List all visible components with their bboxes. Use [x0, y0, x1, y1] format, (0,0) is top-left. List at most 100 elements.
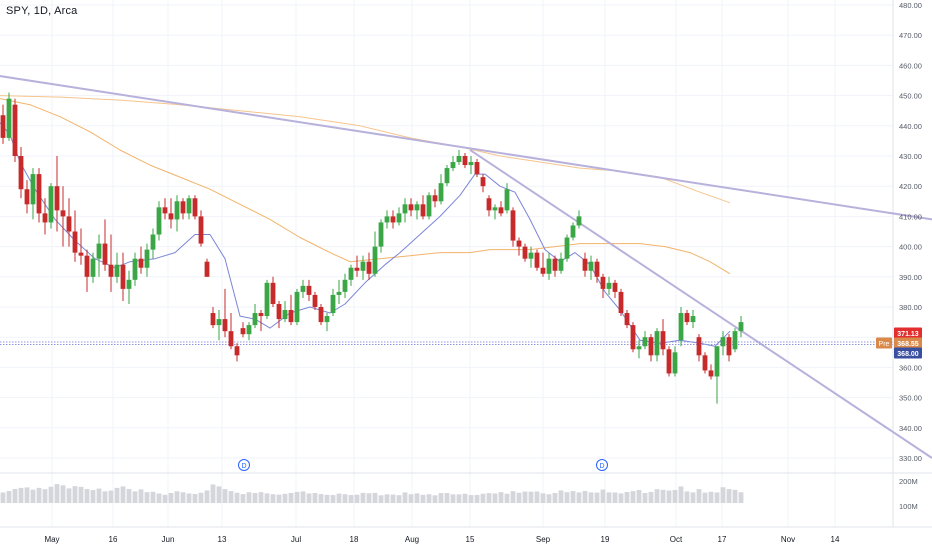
candle-body[interactable] — [516, 240, 522, 247]
candle-body[interactable] — [666, 349, 672, 374]
candle-body[interactable] — [558, 258, 564, 271]
candle-body[interactable] — [546, 258, 552, 274]
trendline[interactable] — [469, 149, 932, 459]
candle-body[interactable] — [672, 352, 678, 374]
candle-body[interactable] — [696, 337, 702, 356]
candle-body[interactable] — [642, 337, 648, 347]
candle-body[interactable] — [522, 246, 528, 259]
candle-body[interactable] — [246, 325, 252, 335]
candle-body[interactable] — [96, 243, 102, 259]
candle-body[interactable] — [258, 313, 264, 317]
candle-body[interactable] — [570, 225, 576, 238]
candle-body[interactable] — [126, 279, 132, 289]
candle-body[interactable] — [18, 156, 24, 190]
candle-body[interactable] — [732, 331, 738, 350]
candle-body[interactable] — [678, 313, 684, 341]
candle-body[interactable] — [600, 276, 606, 289]
candle-body[interactable] — [606, 282, 612, 289]
candle-body[interactable] — [636, 346, 642, 350]
candle-body[interactable] — [702, 355, 708, 371]
candle-body[interactable] — [444, 168, 450, 184]
candle-body[interactable] — [270, 282, 276, 304]
candle-body[interactable] — [726, 337, 732, 356]
candle-body[interactable] — [462, 156, 468, 166]
candle-body[interactable] — [624, 313, 630, 326]
candle-body[interactable] — [450, 162, 456, 169]
candle-body[interactable] — [234, 346, 240, 356]
candle-body[interactable] — [330, 294, 336, 314]
candle-body[interactable] — [366, 261, 372, 274]
candle-body[interactable] — [630, 325, 636, 350]
candle-body[interactable] — [396, 213, 402, 223]
candle-body[interactable] — [288, 310, 294, 323]
candle-body[interactable] — [456, 156, 462, 163]
candle-body[interactable] — [468, 162, 474, 166]
candle-body[interactable] — [30, 174, 36, 205]
candle-body[interactable] — [318, 307, 324, 323]
candle-body[interactable] — [474, 162, 480, 175]
candle-body[interactable] — [588, 261, 594, 271]
candle-body[interactable] — [738, 322, 744, 332]
candle-body[interactable] — [240, 328, 246, 335]
candle-body[interactable] — [222, 319, 228, 332]
candle-body[interactable] — [168, 213, 174, 220]
candle-body[interactable] — [438, 183, 444, 202]
candle-body[interactable] — [48, 186, 54, 223]
candle-body[interactable] — [486, 198, 492, 211]
candle-body[interactable] — [108, 264, 114, 277]
trendline[interactable] — [0, 71, 932, 221]
candle-body[interactable] — [216, 319, 222, 326]
candle-body[interactable] — [414, 204, 420, 211]
candle-body[interactable] — [660, 331, 666, 350]
candle-body[interactable] — [714, 346, 720, 377]
candle-body[interactable] — [576, 216, 582, 226]
candle-body[interactable] — [132, 258, 138, 280]
candle-body[interactable] — [66, 216, 72, 232]
candle-body[interactable] — [690, 316, 696, 323]
candle-body[interactable] — [72, 231, 78, 253]
candle-body[interactable] — [54, 186, 60, 211]
candle-body[interactable] — [528, 252, 534, 259]
candle-body[interactable] — [552, 258, 558, 271]
candle-body[interactable] — [378, 222, 384, 247]
candle-body[interactable] — [492, 207, 498, 211]
candle-body[interactable] — [102, 243, 108, 265]
candle-body[interactable] — [156, 207, 162, 235]
candle-body[interactable] — [534, 252, 540, 268]
candle-body[interactable] — [144, 249, 150, 268]
candle-body[interactable] — [264, 282, 270, 317]
candle-body[interactable] — [306, 285, 312, 295]
candle-body[interactable] — [390, 216, 396, 223]
candle-body[interactable] — [420, 204, 426, 217]
candle-body[interactable] — [300, 285, 306, 292]
candle-body[interactable] — [654, 331, 660, 356]
candle-body[interactable] — [564, 237, 570, 259]
candle-body[interactable] — [708, 370, 714, 377]
candle-body[interactable] — [6, 98, 12, 138]
candle-body[interactable] — [324, 316, 330, 323]
candle-body[interactable] — [174, 201, 180, 220]
candle-body[interactable] — [648, 337, 654, 356]
candle-body[interactable] — [594, 261, 600, 277]
candle-body[interactable] — [210, 313, 216, 326]
candle-body[interactable] — [180, 201, 186, 214]
candle-body[interactable] — [408, 204, 414, 211]
candle-body[interactable] — [426, 195, 432, 217]
candle-body[interactable] — [540, 267, 546, 274]
candle-body[interactable] — [612, 282, 618, 292]
candle-body[interactable] — [42, 213, 48, 223]
candle-body[interactable] — [60, 210, 66, 217]
candle-body[interactable] — [114, 264, 120, 277]
candle-body[interactable] — [84, 255, 90, 277]
candle-body[interactable] — [402, 204, 408, 214]
candle-body[interactable] — [480, 177, 486, 187]
dividend-marker-icon[interactable] — [238, 459, 250, 471]
candle-body[interactable] — [198, 216, 204, 244]
candle-body[interactable] — [162, 207, 168, 214]
candle-body[interactable] — [186, 198, 192, 214]
candle-body[interactable] — [276, 303, 282, 320]
candle-body[interactable] — [582, 258, 588, 271]
candle-body[interactable] — [498, 207, 504, 214]
candle-body[interactable] — [12, 104, 18, 156]
